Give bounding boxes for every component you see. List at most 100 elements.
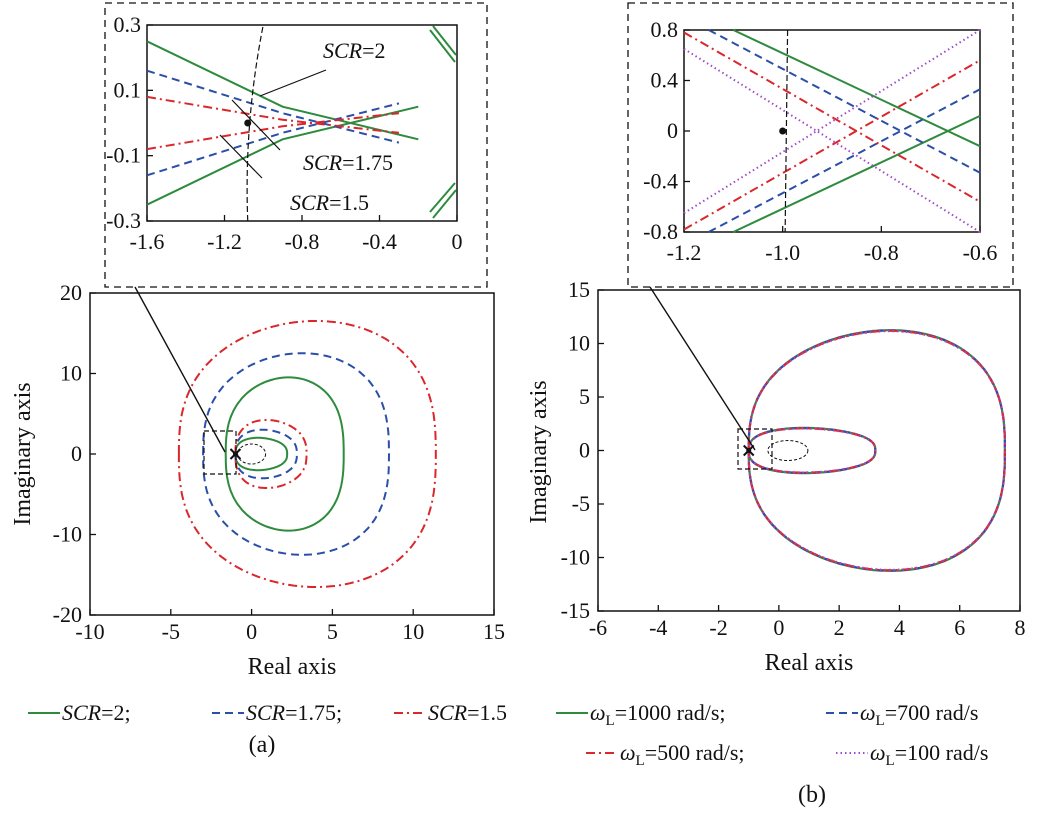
panel-a-inset-line [146, 95, 400, 134]
panel-b-inset-boundary [784, 29, 789, 233]
panel-a-inset-ticks: -1.6 -1.2 -0.8 -0.4 0 0.3 0.1 -0.1 -0.3 [106, 12, 462, 254]
panel-a-inset-annotation: SCR=1.75 [303, 150, 393, 175]
panel-a-legend-value: =1.75; [285, 700, 342, 725]
panel-a-curve-inner [234, 436, 289, 472]
panel-a-legend-var: SCR [246, 700, 286, 725]
panel-b-inset-xtick-label: -0.8 [864, 240, 899, 265]
panel-a-curve-outer [177, 320, 437, 588]
panel-a-legend-entry: SCR=2; [62, 700, 131, 725]
panel-b-inset-line [732, 114, 981, 233]
panel-b-legend-entry: ωL=500 rad/s; [620, 740, 745, 769]
panel-a-inset-line [146, 105, 419, 206]
panel-a-legend-entry: SCR=1.75; [246, 700, 342, 725]
panel-b-plot-frame [597, 289, 1021, 612]
panel-b-ytick-label: 15 [568, 277, 590, 302]
panel-b-inset: -1.2 -1.0 -0.8 -0.6 0.8 0.4 0 -0.4 -0.8 [627, 2, 1014, 288]
panel-b-legend-sub: L [886, 753, 895, 769]
panel-b-xtick-label: -2 [709, 615, 727, 640]
panel-a-inset-annotation-leader [259, 69, 327, 97]
panel-a-inset-annotation-value: =2 [362, 38, 385, 63]
panel-a-inset-critical-point [244, 119, 252, 127]
panel-b-curve-outer [747, 329, 1006, 572]
panel-b-unit-circle [767, 440, 809, 461]
panel-b-critical-point [746, 448, 752, 453]
panel-b-legend-value: =100 rad/s [895, 740, 989, 765]
panel-b-inset-ytick-label: 0.4 [651, 68, 679, 93]
panel-a-inset-xtick-label: -1.2 [207, 229, 242, 254]
panel-a-inset-line [146, 40, 419, 141]
zoom-connectors [134, 286, 756, 453]
panel-a-inset-ytick-label: -0.3 [106, 208, 141, 233]
panel-a-inset-annotation-value: =1.5 [329, 190, 369, 215]
panel-b-xtick-label: -4 [649, 615, 667, 640]
panel-a-inset-line [146, 112, 400, 151]
panel-a-xtick-label: 5 [327, 619, 338, 644]
panel-b-curves [737, 329, 1006, 572]
panel-a-inset-ytick-label: 0.1 [114, 77, 142, 102]
panel-b-legend-sub: L [636, 753, 645, 769]
panel-b-legend-sub: L [606, 713, 615, 729]
panel-a-inset-annotation-leader [231, 99, 281, 151]
panel-b-legend-var: ω [590, 700, 606, 725]
panel-b-curve-outer [747, 329, 1006, 572]
panel-b-zoom-connector [649, 286, 756, 451]
panel-a-zoom-connector [134, 286, 226, 453]
panel-a-inset-edge-top [429, 25, 457, 63]
panel-a-plot-frame [89, 292, 495, 616]
panel-a-inset: -1.6 -1.2 -0.8 -0.4 00.30.1-0.1-0.3 SCR=2SCR… [104, 2, 488, 288]
panel-b-curve-inner [747, 427, 877, 474]
panel-b-xtick-label: 4 [894, 615, 905, 640]
panel-b-ytick-label: 5 [579, 384, 590, 409]
panel-a-curve-inner [234, 419, 308, 489]
panel-b-ytick-label: -5 [572, 491, 590, 516]
panel-a-legend-value: =1.5 [467, 700, 507, 725]
panel-b-inset-curves [683, 29, 981, 233]
panel-b-legend-entry: ωL=700 rad/s [860, 700, 978, 729]
panel-a-ytick-label: -20 [53, 602, 82, 627]
panel-a-inset-annotation-value: =1.75 [342, 150, 393, 175]
panel-b-xlabel: Real axis [765, 650, 854, 676]
panel-b-legend-var: ω [860, 700, 876, 725]
panel-a-xtick-label: -10 [75, 619, 104, 644]
panel-a-zoom-box [203, 430, 237, 475]
panel-b-inset-xtick-label: -0.6 [963, 240, 998, 265]
panel-a-inset-boundary [246, 24, 264, 222]
panel-b-xtick-label: 0 [773, 615, 784, 640]
panel-b-inset-xtick-label: -1.0 [765, 240, 800, 265]
panel-a-xtick-label: 15 [483, 619, 505, 644]
panel-b-legend-sub: L [876, 713, 885, 729]
panel-b-legend-var: ω [620, 740, 636, 765]
panel-b-xtick-label: 6 [954, 615, 965, 640]
panel-a-unit-circle [237, 443, 267, 465]
panel-b-ticks: -6 -4 -2 0 2 4 6 8 15 10 5 0 -5 -10 -15 [561, 277, 1026, 640]
panel-a-inset-xtick-label: -1.6 [130, 229, 165, 254]
panel-b-ytick-label: -10 [561, 545, 590, 570]
panel-b-legend-value: =700 rad/s [885, 700, 979, 725]
panel-a-inset-annotation: SCR=2 [323, 38, 386, 63]
panel-a-legend-entry: SCR=1.5 [428, 700, 507, 725]
panel-a-xtick-label: 10 [402, 619, 424, 644]
panel-a-inset-xtick-label: 0 [452, 229, 463, 254]
panel-b-curve-outer [747, 329, 1006, 572]
panel-a-inset-line [146, 102, 400, 177]
panel-b-inset-ytick-label: 0 [667, 118, 678, 143]
panel-b-zoom-box [737, 428, 773, 470]
panel-b-legend-entry: ωL=100 rad/s [870, 740, 988, 769]
panel-b-inset-ytick-label: -0.8 [643, 219, 678, 244]
panel-b-ytick-label: 10 [568, 331, 590, 356]
panel-a-curve-outer [224, 376, 345, 532]
panel-b-xtick-label: 8 [1015, 615, 1026, 640]
panel-a-inset-annotation-leader [219, 134, 263, 179]
panel-a-legend-var: SCR [428, 700, 468, 725]
panel-b-inset-ytick-label: 0.8 [651, 17, 679, 42]
panel-b-ytick-label: 0 [579, 438, 590, 463]
panel-b-ylabel: Imaginary axis [526, 380, 552, 523]
caption-b: (b) [798, 782, 826, 808]
panel-a-inset-annotation-var: SCR [290, 190, 330, 215]
panel-a-ytick-label: 10 [60, 361, 82, 386]
panel-b-legend-var: ω [870, 740, 886, 765]
panel-a-xtick-label: 0 [246, 619, 257, 644]
panel-a-legend-value: =2; [101, 700, 131, 725]
panel-a-inset-ytick-label: 0.3 [114, 12, 142, 37]
